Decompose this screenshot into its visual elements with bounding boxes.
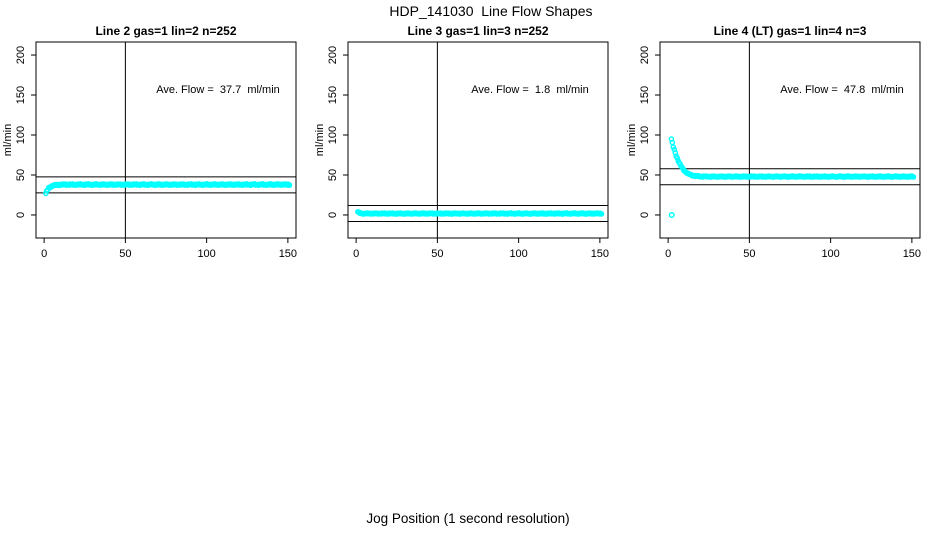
y-tick-label: 150 [327, 86, 339, 104]
data-point [286, 182, 293, 188]
x-tick-label: 0 [665, 248, 671, 260]
plot-box [35, 41, 297, 239]
y-tick-label: 200 [15, 46, 27, 64]
line-4-plot-canvas: 0 50 100 150 0 50 100 150 200 ml/min [626, 41, 921, 260]
x-tick-label: 0 [353, 248, 359, 260]
x-tick-label: 50 [119, 248, 131, 260]
x-tick-label: 100 [197, 248, 215, 260]
panel-line-4: 0 50 100 150 0 50 100 150 200 ml/min Line 4 (LT) … [624, 14, 936, 266]
y-tick-label: 50 [15, 169, 27, 181]
line-2-plot-canvas: 0 50 100 150 0 50 100 150 200 ml/min [2, 41, 297, 260]
x-tick-label: 100 [821, 248, 839, 260]
outlier-point [668, 211, 675, 219]
panel-title-line-4: Line 4 (LT) gas=1 lin=4 n=3 [713, 24, 867, 38]
data-point [598, 211, 605, 217]
y-axis-title: ml/min [2, 124, 14, 156]
x-tick-label: 150 [279, 248, 297, 260]
y-tick-label: 100 [15, 126, 27, 144]
y-tick-label: 200 [639, 46, 651, 64]
panels-row: 0 50 100 150 0 50 100 150 200 ml/min Line 2 gas=1… [0, 14, 936, 266]
plot-box [347, 41, 609, 239]
y-tick-label: 200 [327, 46, 339, 64]
plot-box [659, 41, 921, 239]
panel-title-line-2: Line 2 gas=1 lin=2 n=252 [95, 24, 237, 38]
y-tick-label: 50 [639, 169, 651, 181]
y-axis-title: ml/min [626, 124, 638, 156]
y-tick-label: 150 [639, 86, 651, 104]
ave-flow-annotation-line-4: Ave. Flow = 47.8 ml/min [780, 84, 904, 96]
ave-flow-annotation-line-3: Ave. Flow = 1.8 ml/min [471, 84, 589, 96]
panel-line-3: 0 50 100 150 0 50 100 150 200 ml/min Line 3 gas=1… [312, 14, 624, 266]
y-axis-title: ml/min [314, 124, 326, 156]
x-tick-label: 100 [509, 248, 527, 260]
figure-title: HDP_141030 Line Flow Shapes [389, 3, 593, 19]
y-tick-label: 0 [15, 212, 27, 218]
data-point [669, 139, 676, 146]
panel-title-line-3: Line 3 gas=1 lin=3 n=252 [407, 24, 549, 38]
x-tick-label: 0 [41, 248, 47, 260]
y-tick-label: 100 [639, 126, 651, 144]
line-3-plot-canvas: 0 50 100 150 0 50 100 150 200 ml/min [314, 41, 609, 260]
y-tick-label: 100 [327, 126, 339, 144]
panel-line-2: 0 50 100 150 0 50 100 150 200 ml/min Line 2 gas=1… [0, 14, 312, 266]
ave-flow-annotation-line-2: Ave. Flow = 37.7 ml/min [156, 84, 280, 96]
y-tick-label: 150 [15, 86, 27, 104]
x-tick-label: 150 [591, 248, 609, 260]
x-tick-label: 50 [431, 248, 443, 260]
x-tick-label: 150 [903, 248, 921, 260]
x-axis-label: Jog Position (1 second resolution) [366, 511, 570, 526]
y-tick-label: 50 [327, 169, 339, 181]
y-tick-label: 0 [327, 212, 339, 218]
x-tick-label: 50 [743, 248, 755, 260]
data-point [674, 155, 681, 161]
data-point [910, 174, 917, 180]
y-tick-label: 0 [639, 212, 651, 218]
